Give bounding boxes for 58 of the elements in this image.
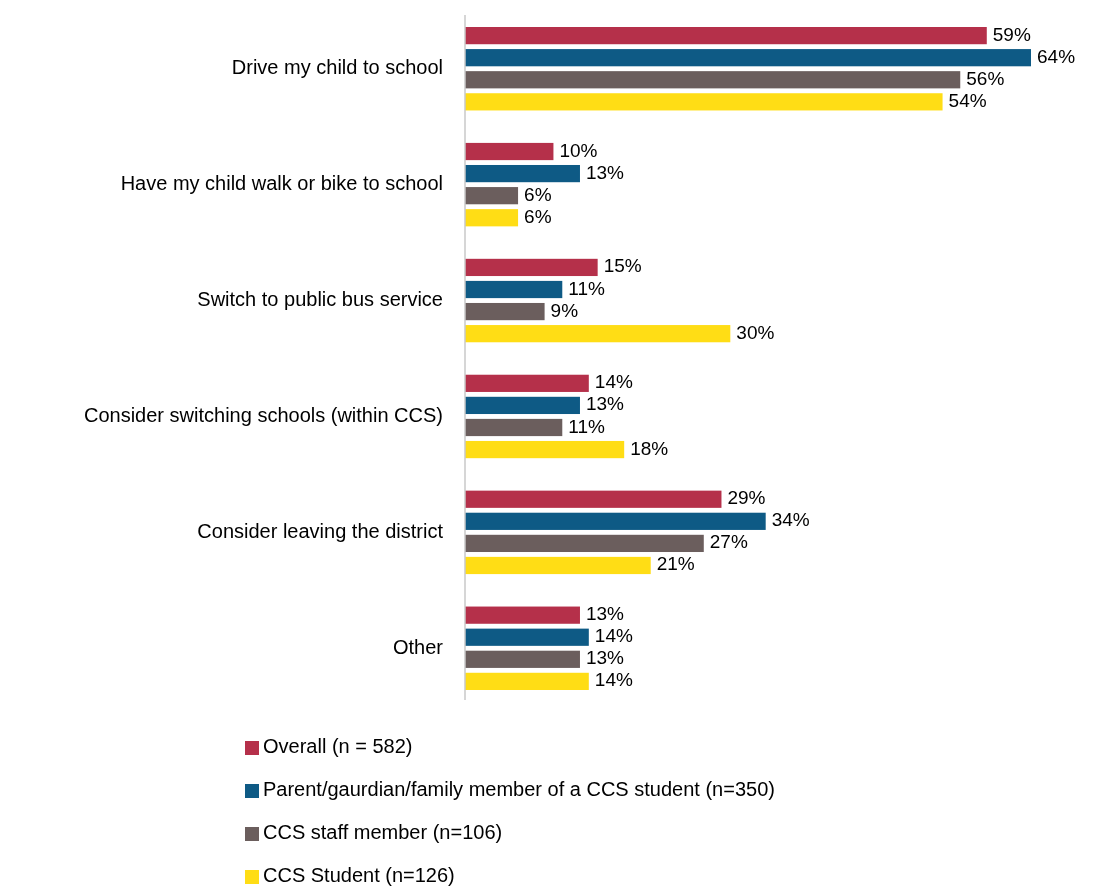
data-label: 64% bbox=[1037, 45, 1076, 67]
data-label: 6% bbox=[524, 183, 552, 205]
data-label: 14% bbox=[594, 625, 633, 647]
bar bbox=[465, 650, 580, 668]
data-label: 15% bbox=[603, 255, 642, 277]
data-label: 14% bbox=[594, 669, 633, 691]
bar bbox=[465, 512, 766, 530]
data-label: 13% bbox=[585, 161, 625, 183]
bar bbox=[465, 325, 731, 343]
y-tick-label: Have my child walk or bike to school bbox=[120, 171, 443, 194]
legend-label: CCS staff member (n=106) bbox=[263, 821, 503, 844]
bar bbox=[465, 280, 563, 299]
data-label: 9% bbox=[550, 299, 579, 321]
data-label: 56% bbox=[966, 67, 1005, 89]
bar bbox=[465, 534, 704, 553]
data-label: 59% bbox=[992, 23, 1031, 45]
bar bbox=[465, 187, 519, 205]
bar bbox=[465, 490, 722, 508]
data-label: 21% bbox=[656, 553, 695, 575]
bar bbox=[465, 209, 519, 227]
bar bbox=[465, 142, 554, 161]
data-label: 6% bbox=[524, 205, 552, 227]
bar bbox=[465, 374, 589, 392]
bar bbox=[465, 556, 651, 575]
data-label: 18% bbox=[630, 437, 669, 459]
data-label: 13% bbox=[585, 647, 625, 669]
y-tick-label: Drive my child to school bbox=[231, 56, 443, 79]
legend-label: Parent/gaurdian/family member of a CCS student (n=350) bbox=[263, 778, 775, 801]
bar bbox=[465, 258, 598, 277]
data-label: 30% bbox=[736, 321, 775, 343]
bar bbox=[465, 164, 580, 183]
data-label: 34% bbox=[771, 509, 810, 531]
bar bbox=[465, 93, 943, 111]
bar bbox=[465, 440, 625, 459]
data-label: 13% bbox=[585, 603, 625, 625]
bar bbox=[465, 71, 961, 89]
y-tick-label: Consider switching schools (within CCS) bbox=[83, 403, 443, 426]
legend-label: Overall (n = 582) bbox=[263, 735, 413, 758]
data-label: 54% bbox=[948, 89, 987, 111]
legend-label: CCS Student (n=126) bbox=[263, 864, 455, 887]
bar bbox=[465, 49, 1031, 67]
data-label: 11% bbox=[568, 277, 605, 299]
y-tick-label: Consider leaving the district bbox=[197, 519, 444, 542]
bar bbox=[465, 672, 589, 690]
bar bbox=[465, 396, 580, 415]
data-label: 27% bbox=[709, 531, 748, 553]
bar bbox=[465, 628, 589, 646]
data-label: 14% bbox=[594, 371, 633, 393]
data-label: 29% bbox=[727, 487, 766, 509]
data-label: 11% bbox=[568, 415, 605, 437]
y-tick-label: Switch to public bus service bbox=[197, 287, 443, 310]
y-tick-label: Other bbox=[392, 635, 444, 658]
bar bbox=[465, 606, 580, 624]
bar bbox=[465, 302, 545, 321]
bar bbox=[465, 27, 987, 45]
data-label: 13% bbox=[585, 393, 625, 415]
data-label: 10% bbox=[559, 139, 598, 161]
bar bbox=[465, 418, 563, 437]
